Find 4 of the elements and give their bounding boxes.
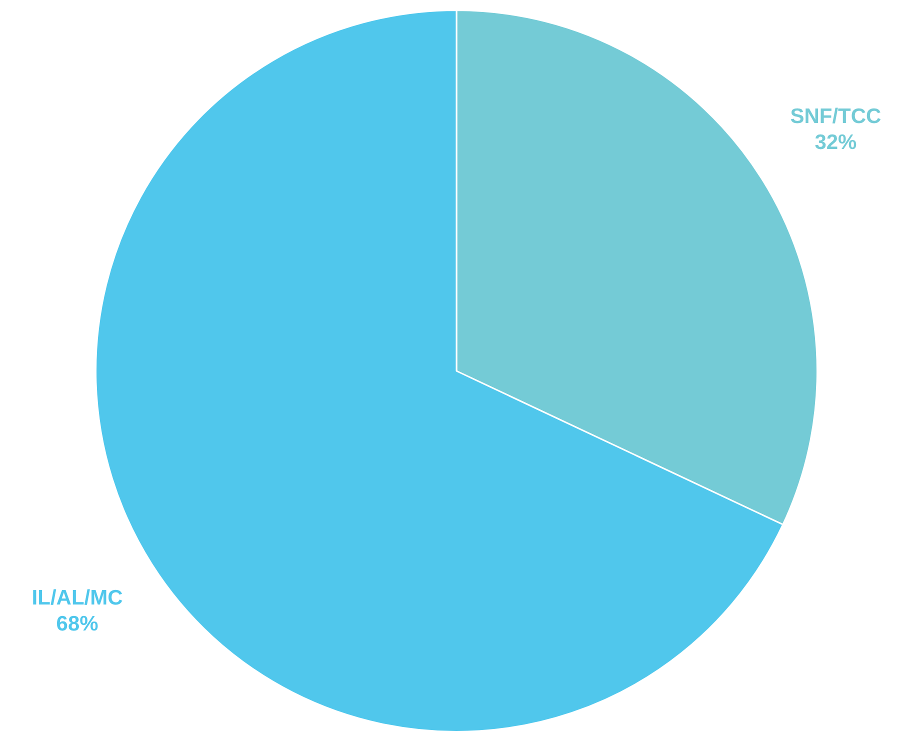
slice-label: IL/AL/MC <box>32 586 123 610</box>
data-label: 32% <box>814 131 858 154</box>
data-label: 68% <box>56 612 99 636</box>
slice-label: SNF/TCC <box>790 105 882 128</box>
